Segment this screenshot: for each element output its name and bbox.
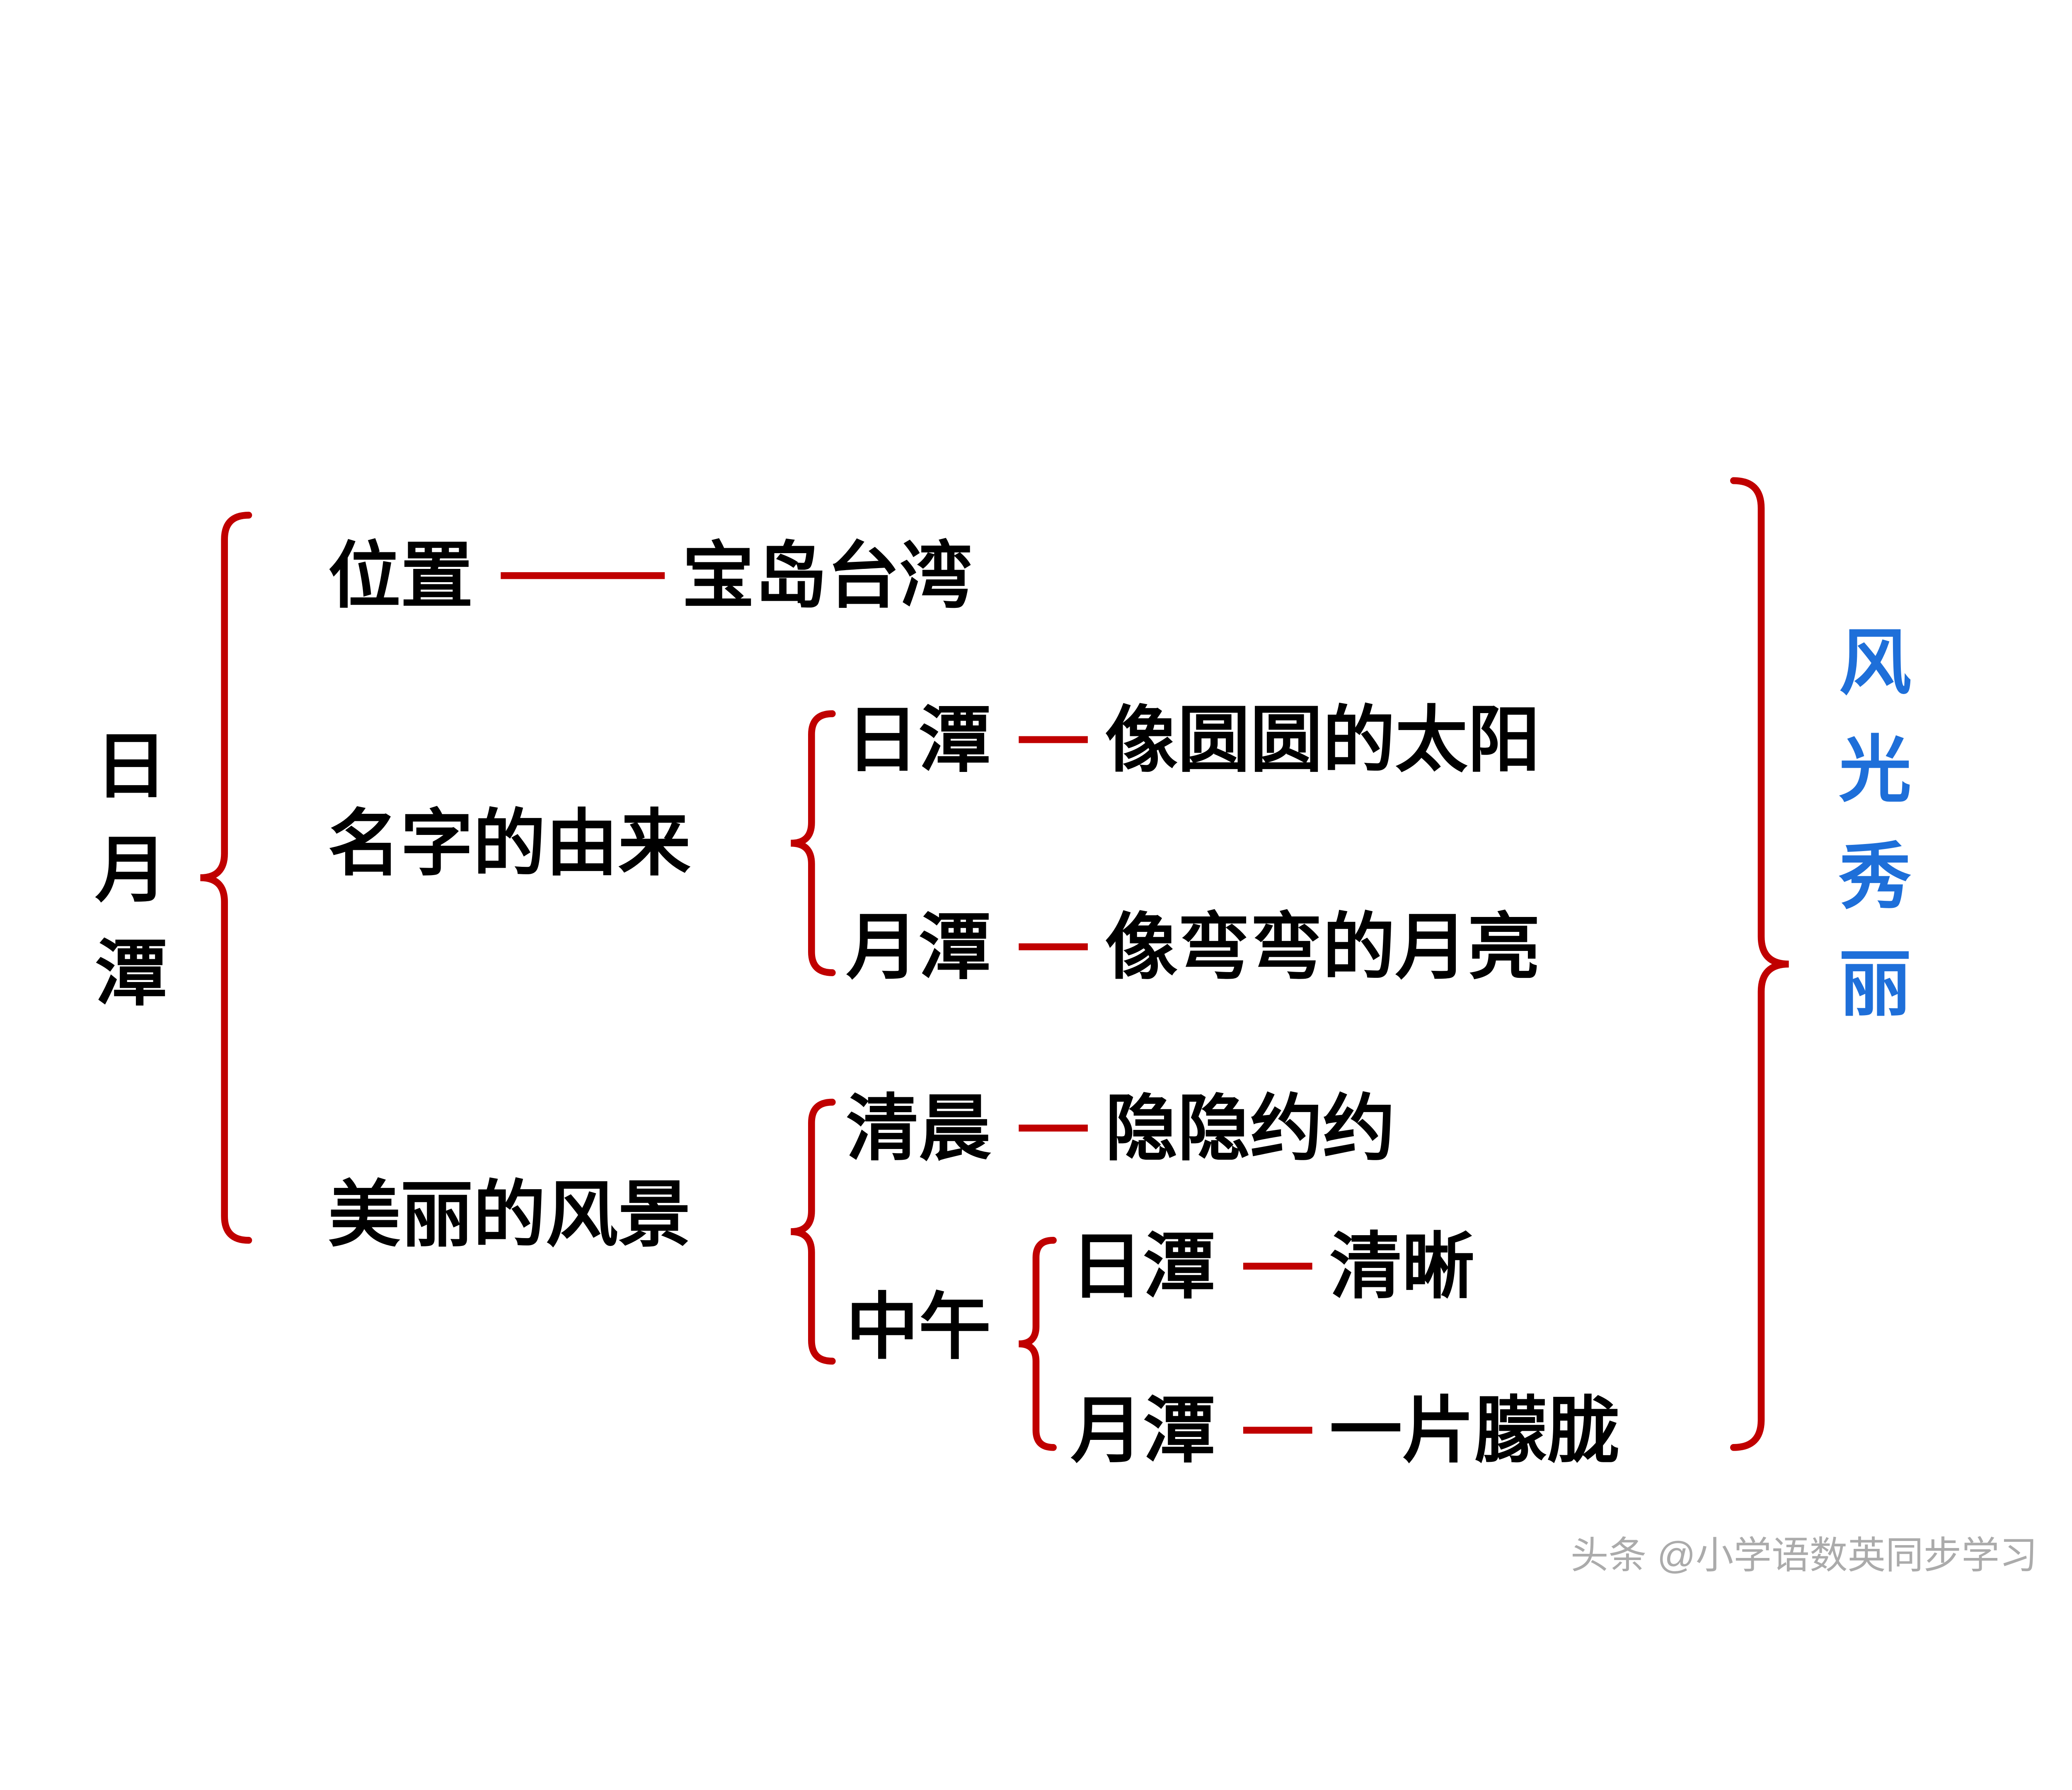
vertical-char: 秀 (1839, 837, 1912, 918)
vertical-char: 风 (1839, 623, 1912, 704)
vertical-char: 丽 (1839, 944, 1912, 1025)
tree-node-label: 月潭 (846, 907, 991, 988)
tree-node-label: 位置 (328, 536, 473, 617)
summary-node: 风光秀丽 (1839, 623, 1912, 1025)
tree-node-label: 日潭 (1070, 1227, 1215, 1307)
brace-open (200, 515, 249, 1240)
tree-node-label: 宝岛台湾 (682, 536, 972, 617)
braces (200, 481, 1789, 1447)
brace-close (1733, 481, 1789, 1447)
tree-node-label: 像圆圆的太阳 (1105, 700, 1540, 781)
vertical-text: 风光秀丽 (1839, 623, 1912, 1025)
tree-node-label: 隐隐约约 (1105, 1089, 1395, 1169)
text-nodes: 日月潭位置名字的由来美丽的风景宝岛台湾日潭像圆圆的太阳月潭像弯弯的月亮清晨隐隐约… (95, 536, 1619, 1471)
tree-node-label: 清晰 (1329, 1227, 1474, 1307)
vertical-text: 日月潭 (95, 727, 167, 1014)
tree-node-label: 名字的由来 (328, 804, 691, 884)
vertical-char: 光 (1839, 730, 1912, 810)
brace-open (791, 714, 832, 973)
tree-node-label: 一片朦胧 (1329, 1391, 1619, 1471)
tree-node-label: 日潭 (846, 700, 991, 781)
tree-node-label: 中午 (846, 1287, 991, 1368)
watermark: 头条 @小学语数英同步学习 (1571, 1534, 2038, 1577)
vertical-char: 潭 (95, 934, 167, 1014)
vertical-char: 月 (95, 830, 167, 911)
tree-node-label: 清晨 (846, 1089, 991, 1169)
vertical-char: 日 (95, 727, 167, 807)
brace-open (791, 1102, 832, 1361)
tree-node-label: 月潭 (1070, 1391, 1215, 1471)
tree-node-label: 美丽的风景 (328, 1175, 691, 1255)
tree-diagram: 日月潭位置名字的由来美丽的风景宝岛台湾日潭像圆圆的太阳月潭像弯弯的月亮清晨隐隐约… (0, 0, 2072, 1790)
brace-open (1019, 1240, 1053, 1447)
tree-node-label: 像弯弯的月亮 (1105, 907, 1540, 988)
